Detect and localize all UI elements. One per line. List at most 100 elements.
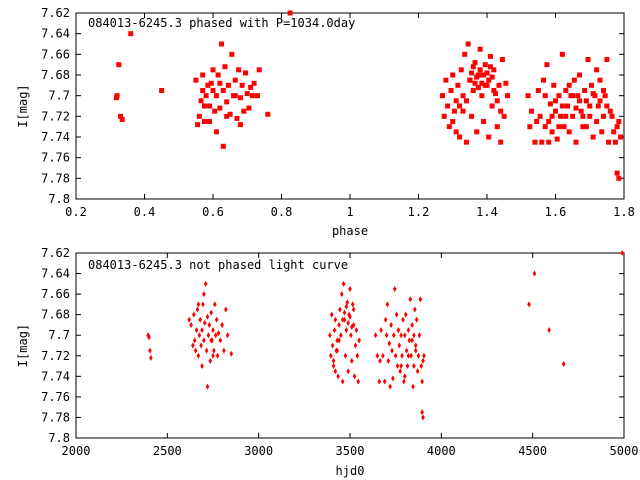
x-tick-label: 2500 — [153, 444, 182, 458]
data-point — [470, 64, 476, 70]
data-point — [410, 321, 414, 328]
data-point — [525, 93, 531, 99]
data-point — [333, 368, 338, 375]
data-point — [489, 103, 495, 109]
data-point — [561, 361, 566, 367]
data-point — [390, 347, 394, 354]
data-point — [329, 352, 333, 359]
data-point — [583, 124, 589, 130]
data-point — [460, 93, 466, 99]
data-point — [207, 103, 213, 109]
data-point — [373, 332, 378, 339]
y-tick-label: 7.7 — [48, 89, 70, 103]
data-point — [350, 301, 355, 308]
data-point — [547, 327, 551, 334]
data-point — [580, 124, 586, 130]
data-point — [498, 139, 504, 145]
data-point — [201, 119, 207, 124]
x-tick-label: 3000 — [244, 444, 273, 458]
x-tick-label: 1.2 — [408, 205, 430, 219]
data-point — [599, 129, 605, 135]
data-point — [554, 136, 560, 142]
data-point — [357, 337, 361, 344]
data-point — [379, 327, 383, 334]
data-point — [199, 342, 203, 349]
data-point — [400, 352, 404, 359]
data-point — [208, 357, 213, 364]
data-point — [499, 57, 505, 62]
data-point — [210, 67, 216, 73]
data-point — [481, 119, 487, 124]
data-point — [410, 337, 414, 344]
data-point — [355, 352, 360, 359]
data-point — [330, 342, 335, 349]
data-point — [420, 378, 424, 385]
data-point — [594, 67, 600, 73]
data-point — [539, 139, 545, 145]
data-point — [469, 70, 475, 76]
data-point — [469, 113, 475, 119]
data-point — [200, 363, 204, 370]
data-point — [491, 88, 497, 93]
data-point — [336, 373, 340, 380]
data-point — [399, 363, 403, 370]
data-point — [486, 134, 492, 140]
data-point — [448, 88, 454, 93]
data-point — [147, 334, 151, 341]
data-point — [474, 74, 480, 80]
data-point — [406, 327, 411, 334]
data-point — [420, 409, 424, 416]
data-point — [213, 332, 218, 339]
data-point — [486, 77, 492, 83]
data-point — [375, 352, 380, 359]
data-point — [236, 67, 242, 73]
data-point — [587, 113, 593, 119]
data-point — [332, 327, 337, 334]
data-point — [116, 62, 122, 68]
data-point — [345, 299, 350, 306]
unphased-light-curve-panel: 2000 2500 3000 3500 4000 4500 5000 7.62 7.64 7.66… — [16, 246, 638, 478]
data-point — [196, 113, 202, 119]
data-point — [350, 324, 354, 330]
data-point — [191, 342, 195, 349]
data-point — [582, 88, 588, 93]
data-point — [590, 91, 596, 97]
data-point — [406, 352, 411, 359]
y-tick-label: 7.72 — [41, 349, 70, 363]
data-point — [219, 41, 225, 47]
data-point — [232, 93, 238, 99]
data-point — [570, 113, 576, 119]
data-point — [384, 332, 389, 339]
data-point — [200, 327, 204, 334]
data-point — [344, 303, 349, 310]
data-point — [556, 93, 562, 99]
y-tick-label: 7.7 — [48, 328, 70, 342]
phased-light-curve-panel: 0.2 0.4 0.6 0.8 1 1.2 1.4 1.6 1.8 7.62 7.64 7.66 7.6… — [16, 6, 635, 238]
data-point — [128, 31, 134, 37]
data-point — [217, 80, 223, 86]
data-point — [588, 82, 594, 88]
y-tick-label: 7.66 — [41, 287, 70, 301]
data-point — [549, 113, 555, 119]
data-point — [585, 57, 591, 62]
data-point — [491, 67, 497, 73]
x-tick-label: 2000 — [62, 444, 91, 458]
data-point — [534, 119, 540, 124]
data-point — [341, 280, 346, 287]
data-point — [205, 82, 211, 88]
data-point — [494, 124, 500, 130]
data-point — [409, 352, 413, 359]
data-point — [441, 113, 447, 119]
data-point — [474, 129, 480, 135]
data-point — [214, 316, 219, 323]
data-point — [529, 108, 535, 114]
data-point — [604, 103, 610, 109]
data-point — [220, 321, 224, 328]
data-point — [614, 170, 620, 176]
data-point — [573, 139, 579, 145]
data-point — [349, 332, 353, 339]
data-point — [556, 124, 562, 130]
data-point — [501, 113, 507, 119]
data-point — [209, 309, 213, 316]
